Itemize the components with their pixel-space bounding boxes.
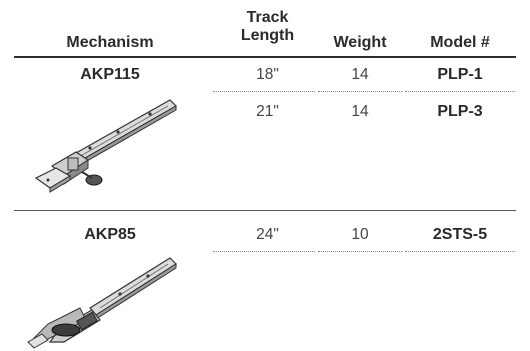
row-separator: [213, 91, 315, 92]
section-divider: [14, 210, 516, 211]
mechanism-name: AKP115: [80, 66, 140, 83]
header-model: Model #: [430, 34, 490, 51]
row-separator: [405, 251, 515, 252]
model-cell: PLP-1: [437, 66, 483, 83]
track-length-cell: 21": [256, 103, 279, 120]
header-track-length-text: Track Length: [240, 9, 295, 44]
row-separator: [318, 251, 402, 252]
mechanism-name: AKP85: [84, 226, 136, 243]
header-track-length: Track Length: [225, 9, 310, 45]
weight-cell: 14: [351, 103, 369, 120]
row-separator: [318, 91, 402, 92]
model-cell: PLP-3: [437, 103, 483, 120]
model-cell: 2STS-5: [432, 226, 488, 243]
header-mechanism: Mechanism: [66, 34, 154, 51]
weight-cell: 14: [351, 66, 369, 83]
track-length-cell: 24": [256, 226, 279, 243]
row-separator: [405, 91, 515, 92]
weight-cell: 10: [351, 226, 369, 243]
header-weight: Weight: [333, 34, 387, 51]
header-divider: [14, 56, 516, 58]
keyboard-mechanism-akp115-image: [34, 99, 177, 193]
keyboard-mechanism-akp85-image: [27, 257, 177, 349]
row-separator: [213, 251, 315, 252]
track-length-cell: 18": [256, 66, 279, 83]
